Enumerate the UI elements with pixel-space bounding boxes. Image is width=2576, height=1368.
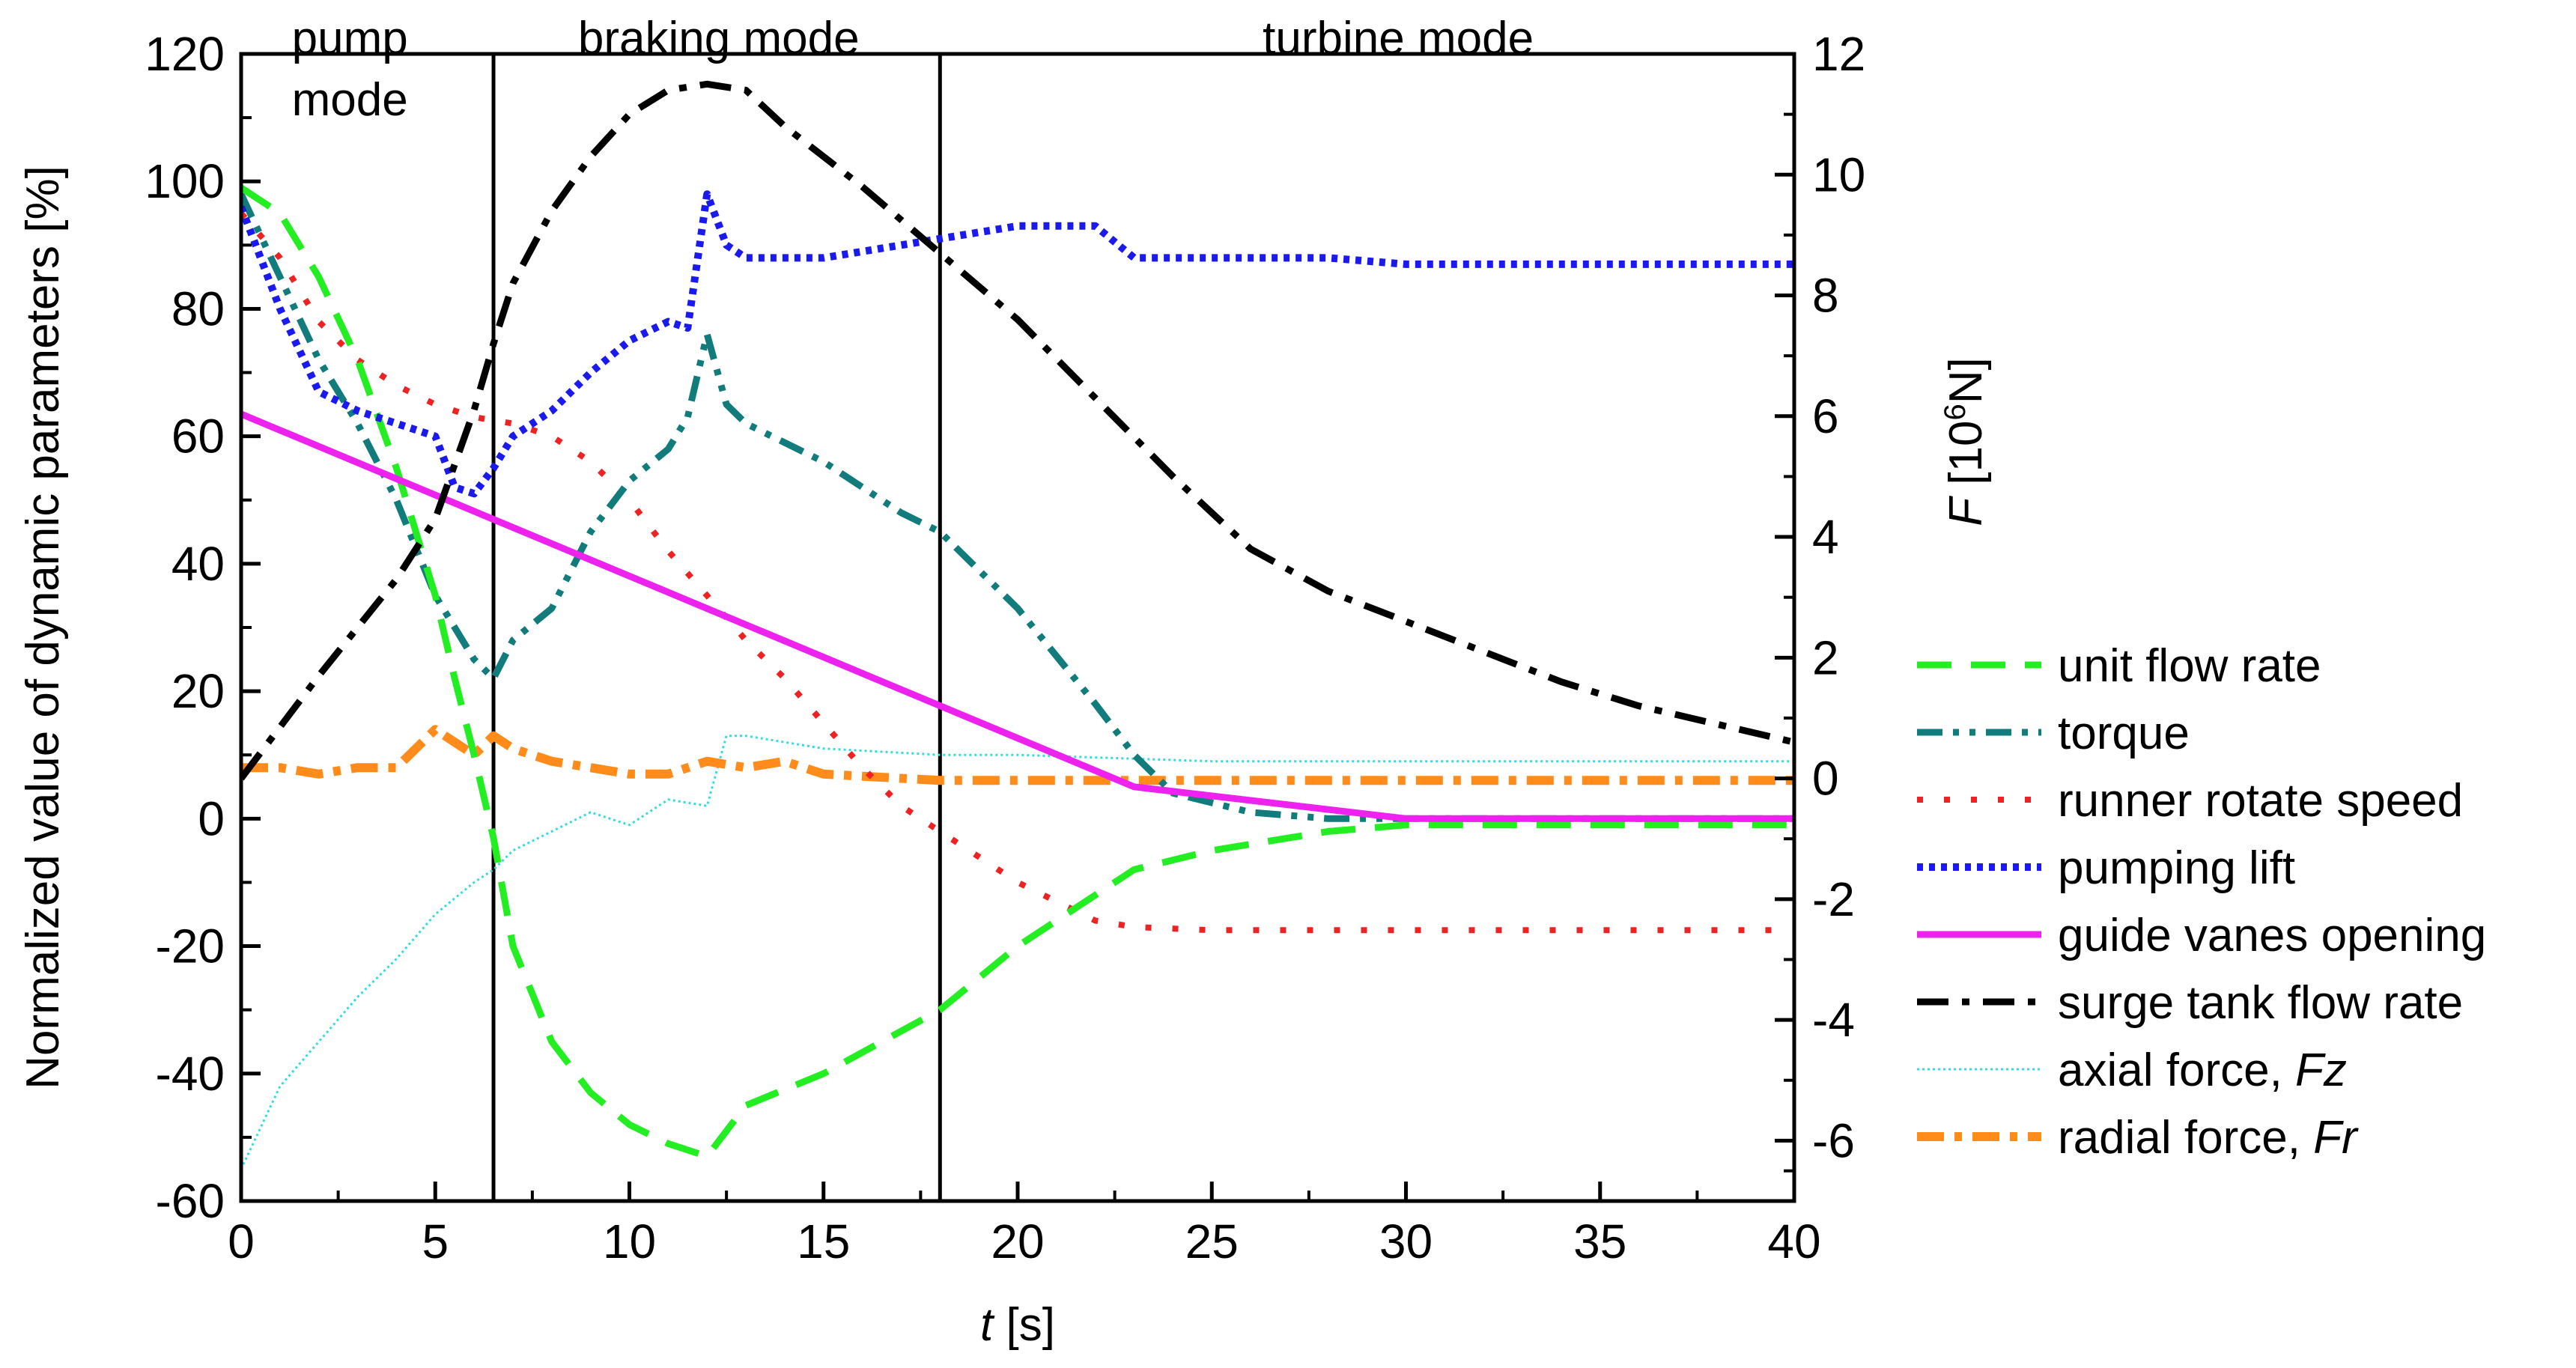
series-line-guide-vanes-opening <box>241 410 1794 822</box>
series-line-radial-force-fr <box>241 725 1794 785</box>
y-tick-label: 80 <box>171 282 225 335</box>
y2-tick-label: 0 <box>1812 752 1839 806</box>
series-line-axial-force-fz <box>241 735 1794 1170</box>
y-tick-label: 0 <box>198 791 225 845</box>
series-line-unit-flow-rate <box>241 184 1794 1160</box>
x-tick-label: 20 <box>991 1215 1044 1268</box>
legend-label: guide vanes opening <box>2058 910 2486 961</box>
legend-label: surge tank flow rate <box>2058 977 2463 1029</box>
x-tick-label: 5 <box>422 1215 449 1268</box>
y2-axis-label: F [106N] <box>1939 357 1992 526</box>
legend-label: radial force, Fr <box>2058 1112 2359 1164</box>
y-tick-label: -40 <box>156 1047 225 1101</box>
y2-tick-label: -4 <box>1812 993 1855 1047</box>
y2-tick-label: -6 <box>1812 1113 1855 1167</box>
x-tick-label: 35 <box>1573 1215 1626 1268</box>
x-tick-label: 40 <box>1767 1215 1820 1268</box>
series-lines <box>241 80 1794 1170</box>
y2-tick-label: 2 <box>1812 630 1839 684</box>
legend-label: axial force, Fz <box>2058 1045 2347 1096</box>
legend-label: runner rotate speed <box>2058 775 2463 827</box>
x-tick-label: 25 <box>1185 1215 1239 1268</box>
y-tick-label: 120 <box>145 27 225 81</box>
legend-label: torque <box>2058 708 2190 759</box>
mode-label: pump mode <box>292 13 408 126</box>
x-tick-label: 30 <box>1379 1215 1433 1268</box>
y2-tick-label: 12 <box>1812 27 1865 81</box>
mode-label: turbine mode <box>1263 13 1534 64</box>
y2-tick-label: 8 <box>1812 269 1839 323</box>
y-tick-label: 60 <box>171 410 225 463</box>
y2-tick-label: 4 <box>1812 510 1839 564</box>
legend: unit flow rate torque runner rotate speed p… <box>1917 640 2486 1164</box>
series-line-pumping-lift <box>241 190 1794 498</box>
y2-tick-label: 10 <box>1812 148 1865 201</box>
series-line-surge-tank-flow-rate <box>241 80 1794 781</box>
y-tick-label: -60 <box>156 1174 225 1228</box>
plot-frame <box>239 52 1796 1203</box>
x-axis-label: t [s] <box>980 1299 1055 1351</box>
mode-label: braking mode <box>578 13 860 64</box>
x-tick-label: 0 <box>228 1215 255 1268</box>
y-tick-label: 40 <box>171 537 225 591</box>
axes: 0 5 10 15 20 25 30 35 40-60-40-20020406080100120… <box>145 27 1865 1268</box>
y2-tick-label: -2 <box>1812 872 1855 926</box>
y-tick-label: 100 <box>145 154 225 208</box>
x-tick-label: 15 <box>797 1215 850 1268</box>
legend-label: pumping lift <box>2058 842 2295 894</box>
y-tick-label: -20 <box>156 919 225 973</box>
y-tick-label: 20 <box>171 664 225 718</box>
y2-tick-label: 6 <box>1812 389 1839 443</box>
x-tick-label: 10 <box>603 1215 656 1268</box>
series-line-torque <box>241 192 1794 822</box>
y-axis-label: Normalized value of dynamic parameters [… <box>17 165 69 1089</box>
mode-labels: pump mode braking mode turbine mode <box>292 13 1534 126</box>
legend-label: unit flow rate <box>2058 640 2321 692</box>
